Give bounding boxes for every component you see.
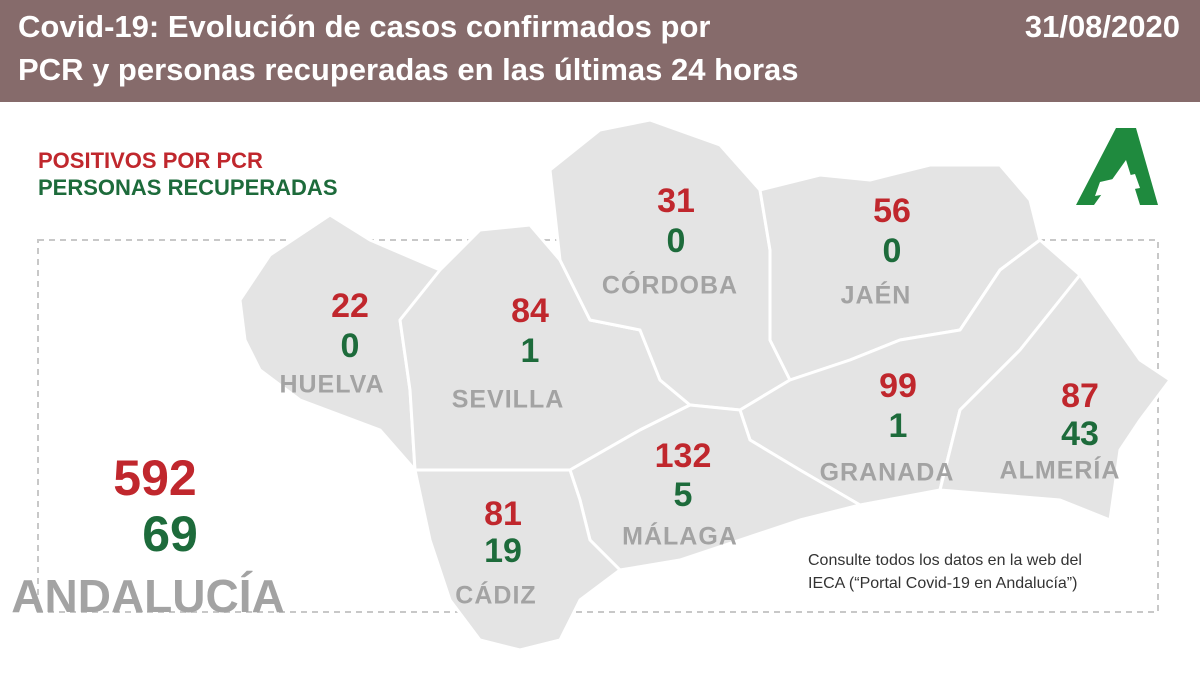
title-line: Covid-19: Evolución de casos confirmados… xyxy=(18,9,710,44)
positive-count: 56 xyxy=(873,192,911,230)
positive-count: 84 xyxy=(511,292,549,330)
province-name: HUELVA xyxy=(279,371,384,399)
province-name: ALMERÍA xyxy=(1000,456,1121,485)
logo-shape xyxy=(1076,128,1158,205)
recovered-count: 0 xyxy=(341,327,360,365)
recovered-count: 1 xyxy=(889,407,908,445)
header-bar xyxy=(0,0,1200,102)
recovered-count: 43 xyxy=(1061,415,1099,453)
legend-recovered: PERSONAS RECUPERADAS xyxy=(38,175,338,200)
recovered-count: 0 xyxy=(667,222,686,260)
total-recovered: 69 xyxy=(142,506,198,562)
positive-count: 81 xyxy=(484,495,522,533)
positive-count: 132 xyxy=(655,437,712,475)
note-line: Consulte todos los datos en la web del xyxy=(808,552,1082,569)
map xyxy=(238,118,1172,652)
title-line: PCR y personas recuperadas en las última… xyxy=(18,52,799,87)
recovered-count: 0 xyxy=(883,232,902,270)
total-name: ANDALUCÍA xyxy=(11,570,284,622)
positive-count: 22 xyxy=(331,287,369,325)
province-name: CÓRDOBA xyxy=(602,270,738,300)
date: 31/08/2020 xyxy=(1025,9,1180,44)
province-name: MÁLAGA xyxy=(622,522,738,551)
recovered-count: 19 xyxy=(484,532,522,570)
province-name: JAÉN xyxy=(841,281,912,310)
frame xyxy=(37,239,1159,613)
recovered-count: 1 xyxy=(521,332,540,370)
positive-count: 31 xyxy=(657,182,695,220)
province-shape xyxy=(413,468,622,652)
province-name: GRANADA xyxy=(820,459,955,487)
total-positive: 592 xyxy=(113,450,196,506)
note-line: IECA (“Portal Covid-19 en Andalucía”) xyxy=(808,575,1077,592)
province-shape xyxy=(938,273,1172,522)
province-name: CÁDIZ xyxy=(455,581,536,610)
legend-positive: POSITIVOS POR PCR xyxy=(38,148,263,173)
province-name: SEVILLA xyxy=(452,386,565,414)
logo-shape xyxy=(1095,174,1140,196)
positive-count: 99 xyxy=(879,367,917,405)
positive-count: 87 xyxy=(1061,377,1099,415)
recovered-count: 5 xyxy=(674,476,693,514)
logo xyxy=(1076,128,1158,205)
